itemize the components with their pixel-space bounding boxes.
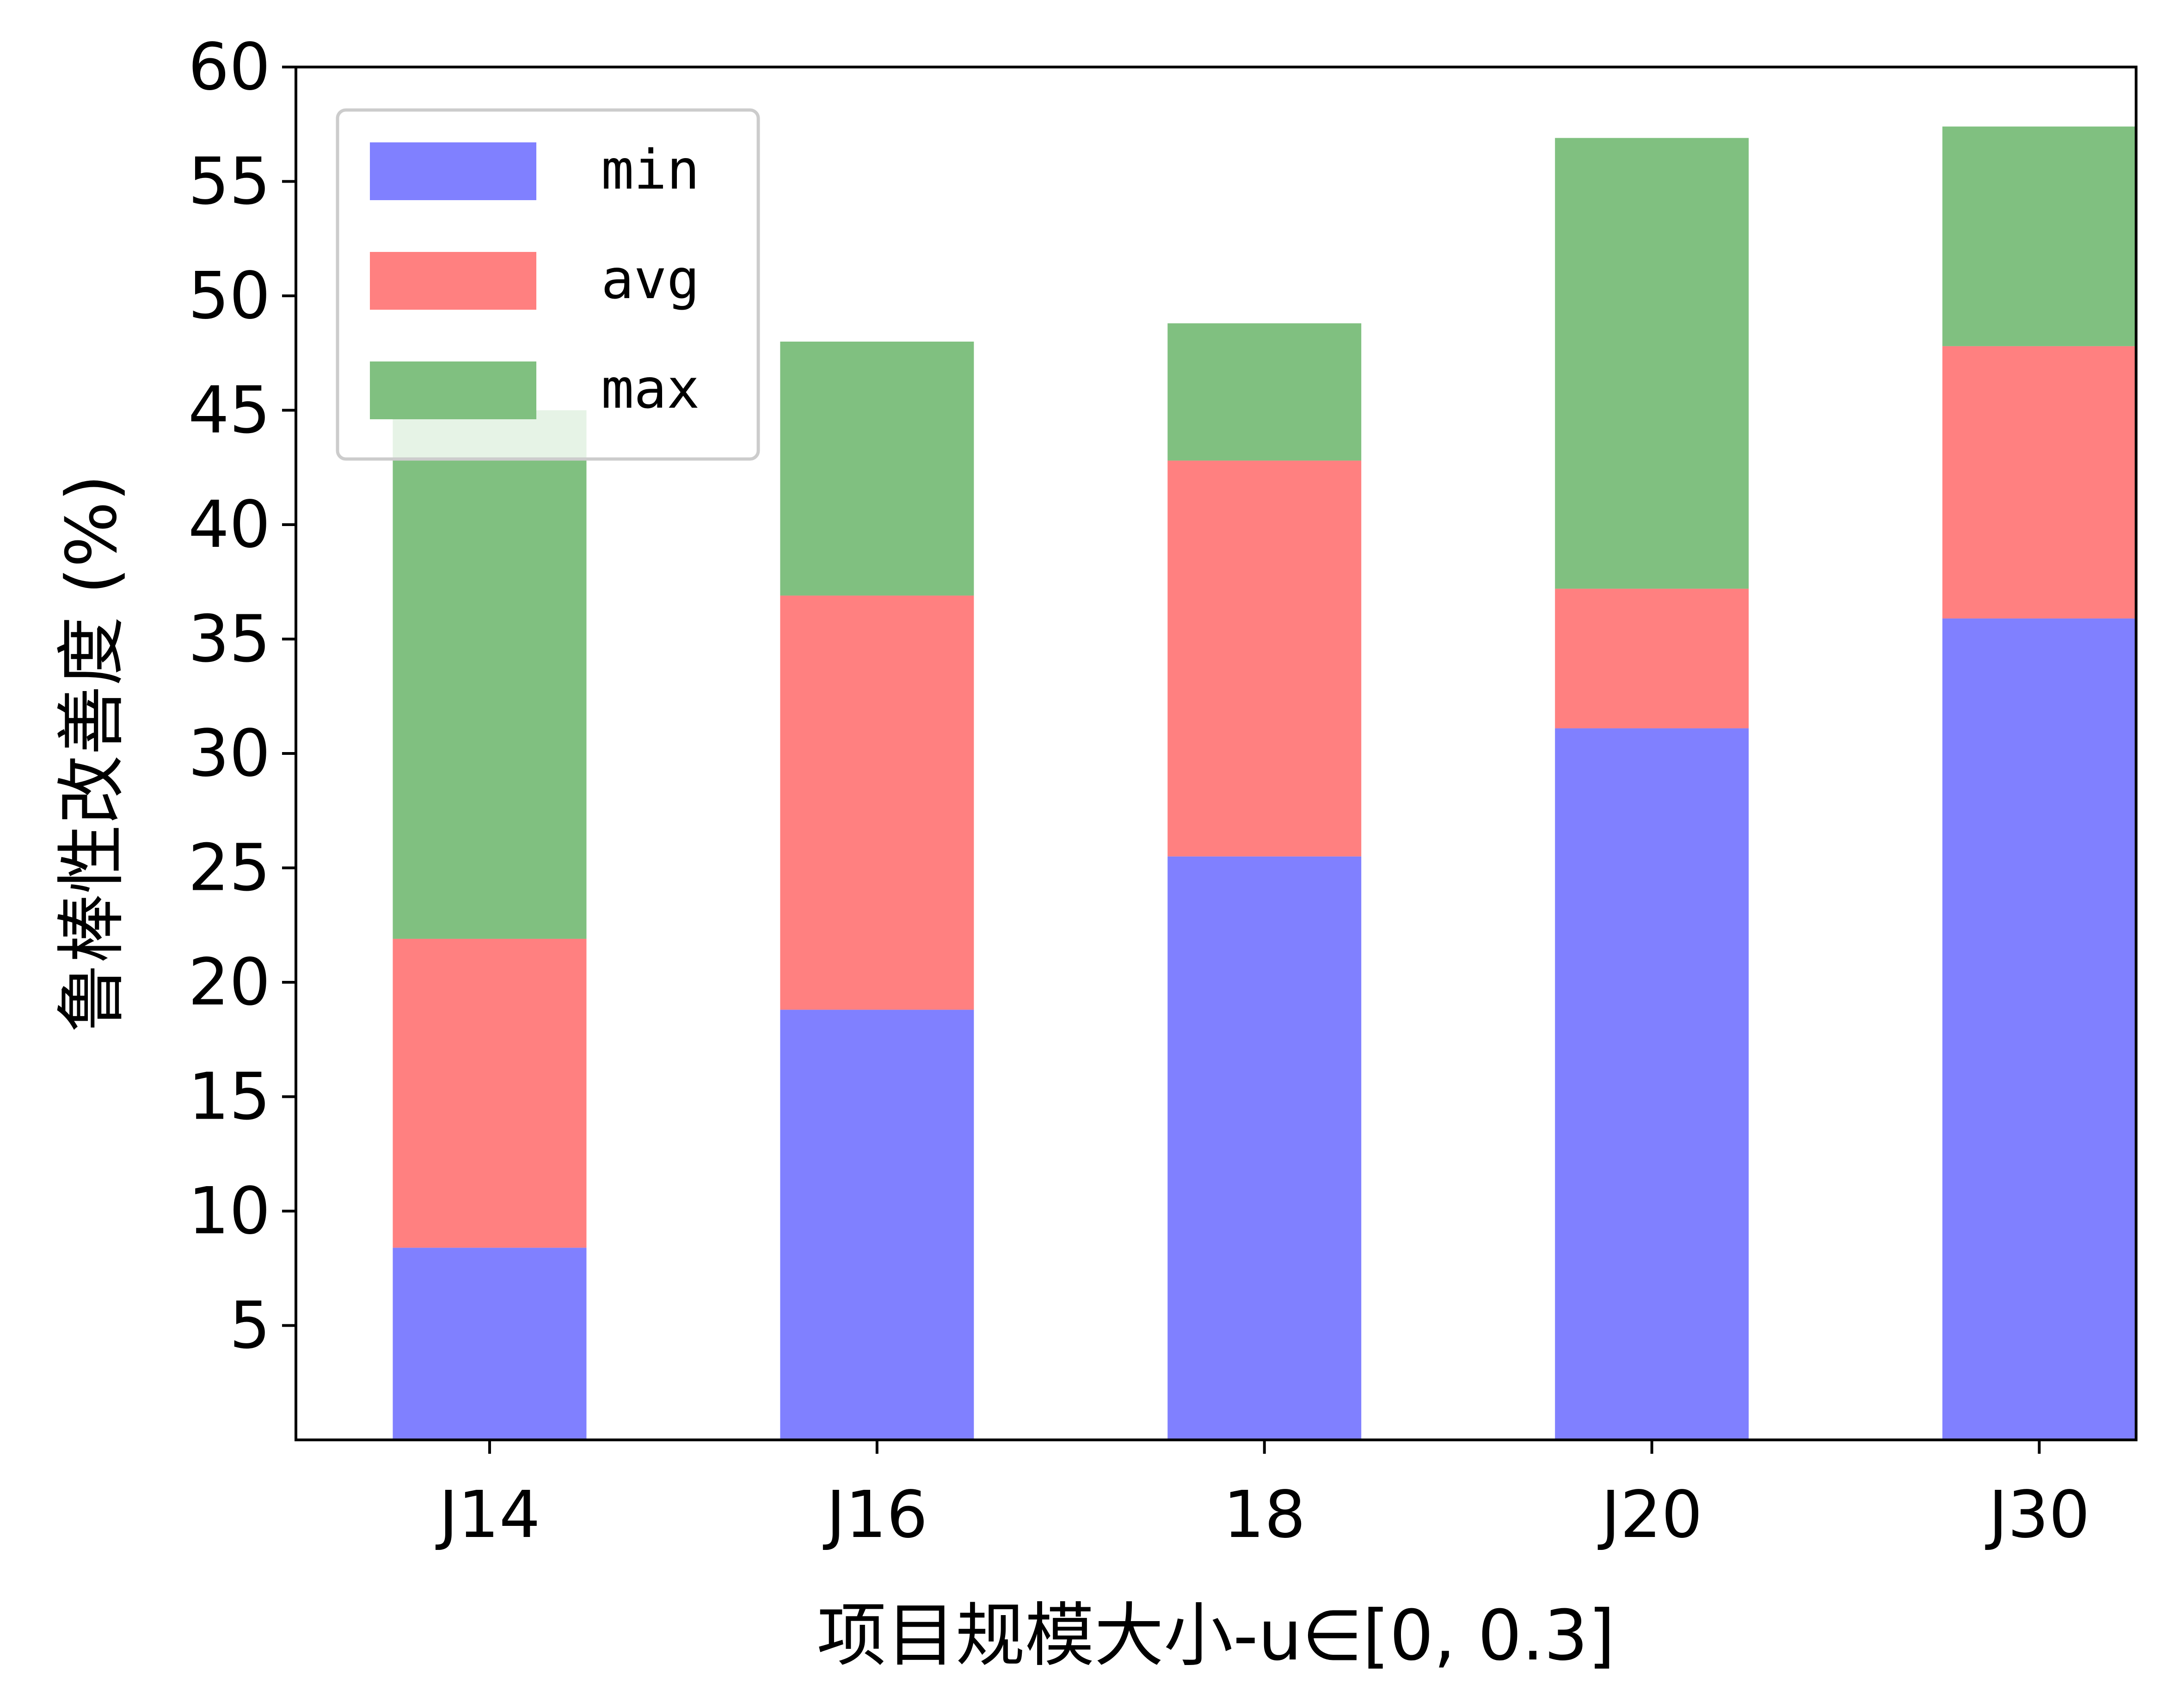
y-tick-label: 30	[188, 716, 270, 791]
y-tick-label: 35	[188, 602, 270, 677]
legend-label-avg: avg	[601, 247, 700, 311]
legend-label-max: max	[601, 357, 700, 421]
legend-label-min: min	[601, 138, 700, 202]
y-tick-label: 5	[229, 1288, 270, 1364]
legend: min avg max	[336, 108, 760, 461]
legend-swatch-avg	[370, 252, 536, 310]
bar-min-18	[1167, 856, 1362, 1440]
x-tick-label: J30	[1985, 1477, 2090, 1553]
y-tick-label: 25	[188, 831, 270, 906]
x-axis: J14 J16 18 J20 J30	[435, 1440, 2090, 1553]
x-tick-label: J14	[435, 1477, 540, 1553]
legend-swatch-min	[370, 142, 536, 200]
y-tick-label: 40	[188, 487, 270, 563]
y-tick-label: 50	[188, 258, 270, 334]
legend-swatch-max	[370, 361, 536, 419]
bar-min-J30	[1942, 618, 2136, 1440]
y-tick-label: 10	[188, 1174, 270, 1249]
bar-min-J14	[393, 1248, 587, 1440]
bar-avg-18	[1167, 460, 1362, 857]
y-tick-label: 55	[188, 144, 270, 220]
bar-avg-J30	[1942, 346, 2136, 618]
bars-group	[393, 126, 2136, 1440]
x-axis-label: 项目规模大小-u∈[0, 0.3]	[817, 1596, 1615, 1676]
bar-max-J20	[1555, 138, 1749, 589]
bar-max-18	[1167, 323, 1362, 461]
bar-max-J16	[780, 342, 974, 596]
y-tick-label: 15	[188, 1059, 270, 1135]
y-tick-label: 60	[188, 30, 270, 105]
bar-avg-J16	[780, 595, 974, 1010]
bar-min-J20	[1555, 728, 1749, 1440]
y-tick-label: 20	[188, 945, 270, 1020]
bar-max-J14	[393, 410, 587, 939]
x-tick-label: 18	[1223, 1477, 1306, 1553]
bar-avg-J20	[1555, 588, 1749, 729]
x-tick-label: J20	[1597, 1477, 1702, 1553]
x-tick-label: J16	[823, 1477, 927, 1553]
bar-min-J16	[780, 1010, 974, 1440]
y-axis: 5 10 15 20 25 30 35 40 45 50 55 60	[188, 30, 296, 1364]
y-axis-label: 鲁棒性改善度 (%)	[52, 474, 132, 1032]
bar-avg-J14	[393, 938, 587, 1248]
bar-max-J30	[1942, 126, 2136, 346]
y-tick-label: 45	[188, 373, 270, 448]
